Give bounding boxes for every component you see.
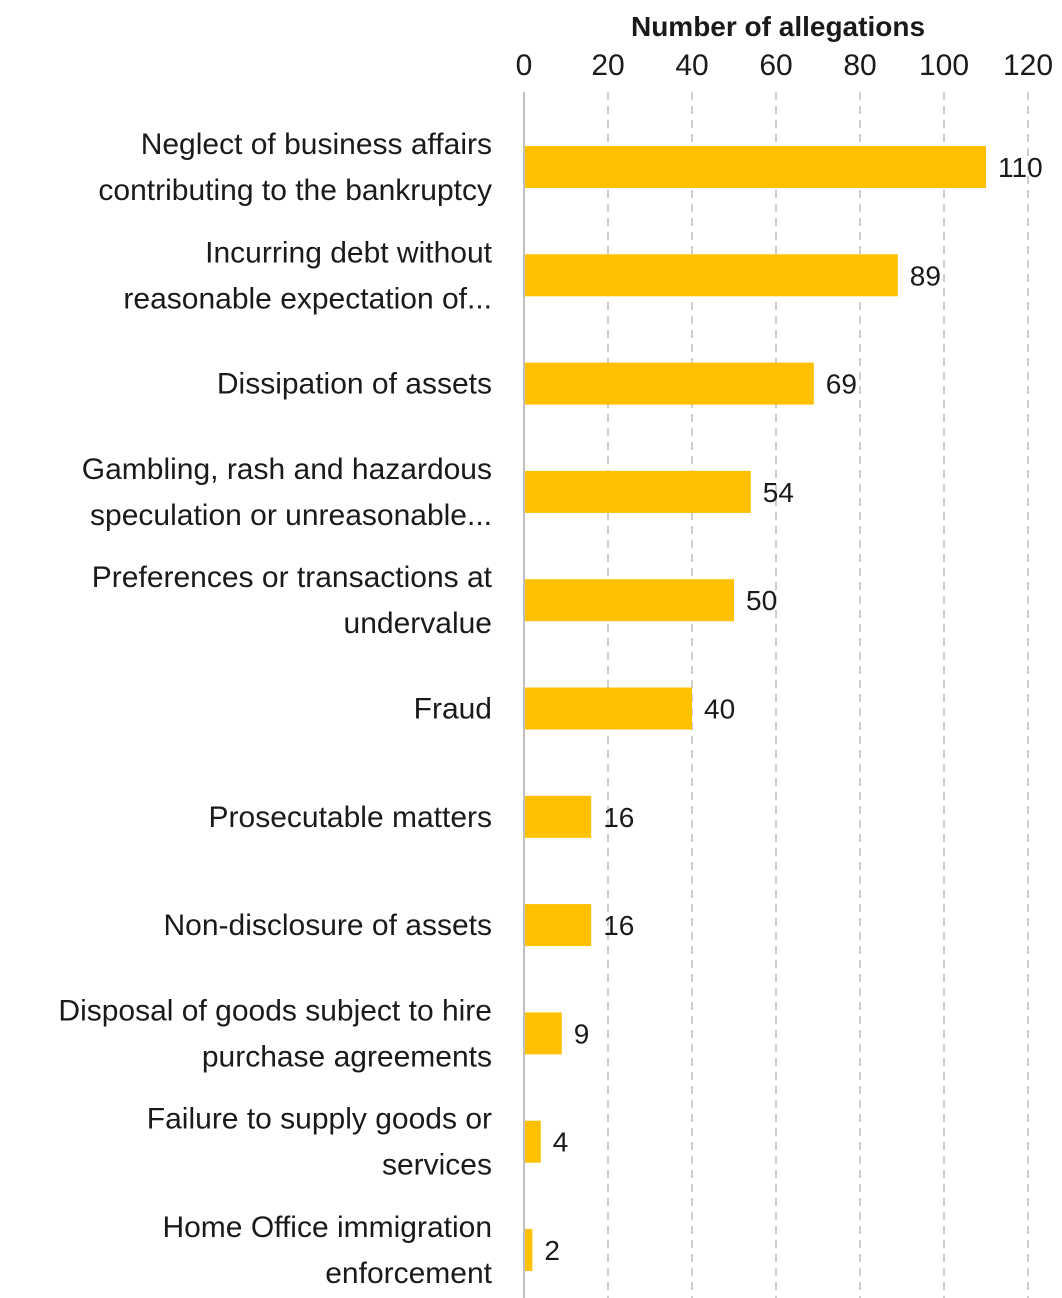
category-label: services [382, 1149, 492, 1182]
category-label: enforcement [325, 1257, 492, 1290]
data-label: 54 [763, 477, 794, 508]
bar [525, 904, 592, 947]
bar [525, 146, 986, 188]
data-labels: 110 89 69 54 50 40 16 16 9 4 2 [544, 152, 1042, 1266]
data-label: 89 [910, 260, 941, 291]
bar [525, 1012, 562, 1055]
bar [525, 579, 734, 622]
category-label: purchase agreements [202, 1040, 492, 1073]
data-label: 110 [998, 152, 1043, 183]
bar [525, 362, 814, 405]
bar [525, 687, 692, 730]
x-axis-title: Number of allegations [631, 11, 925, 42]
category-label: Neglect of business affairs [141, 128, 492, 161]
data-label: 16 [603, 802, 634, 833]
bar [525, 1120, 541, 1163]
data-label: 2 [544, 1235, 560, 1266]
x-tick-label: 0 [516, 49, 533, 82]
bars [525, 146, 986, 1271]
data-label: 69 [826, 369, 857, 400]
bar [525, 470, 751, 513]
category-label: Home Office immigration [162, 1211, 492, 1244]
x-tick-label: 120 [1003, 49, 1053, 82]
category-label: Incurring debt without [205, 236, 492, 269]
data-label: 50 [746, 585, 777, 616]
x-tick-label: 40 [675, 49, 708, 82]
category-label: Failure to supply goods or [147, 1103, 492, 1136]
category-label: contributing to the bankruptcy [98, 174, 492, 207]
category-label: Gambling, rash and hazardous [82, 453, 492, 486]
category-label: Dissipation of assets [217, 368, 492, 401]
category-label: Prosecutable matters [209, 801, 492, 834]
data-label: 40 [704, 694, 735, 725]
data-label: 16 [603, 910, 634, 941]
category-label: reasonable expectation of... [123, 282, 492, 315]
bar [525, 1229, 533, 1271]
x-tick-label: 60 [759, 49, 792, 82]
category-label: Non-disclosure of assets [164, 909, 492, 942]
category-labels: Neglect of business affairs contributing … [58, 128, 492, 1290]
bar [525, 795, 592, 838]
data-label: 9 [574, 1018, 590, 1049]
category-label: Disposal of goods subject to hire [58, 994, 492, 1027]
data-label: 4 [553, 1127, 569, 1158]
category-label: undervalue [344, 607, 492, 640]
x-tick-label: 20 [591, 49, 624, 82]
category-label: Preferences or transactions at [92, 561, 493, 594]
x-axis-ticks: 0 20 40 60 80 100 120 [516, 49, 1053, 82]
bar [525, 254, 898, 297]
x-tick-label: 80 [843, 49, 876, 82]
x-tick-label: 100 [919, 49, 969, 82]
category-label: speculation or unreasonable... [90, 499, 492, 532]
category-label: Fraud [414, 693, 492, 726]
